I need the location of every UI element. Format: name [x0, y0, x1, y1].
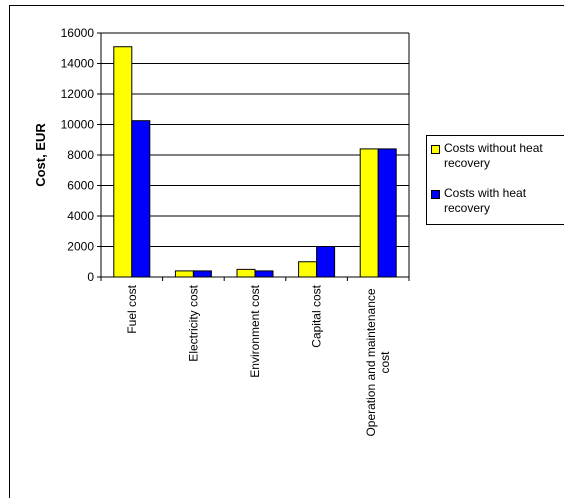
y-tick-label: 10000 — [61, 118, 95, 132]
x-tick-label: Capital cost — [310, 284, 324, 347]
y-tick-label: 16000 — [61, 26, 95, 40]
grid-lines — [101, 32, 409, 277]
y-axis-label: Cost, EUR — [33, 123, 48, 187]
bar-with-heat-recovery — [316, 246, 336, 278]
x-tick-label: Environment cost — [248, 284, 262, 377]
y-tick-label: 2000 — [67, 240, 94, 254]
bar-with-heat-recovery — [377, 148, 397, 278]
bar-without-heat-recovery — [298, 261, 318, 278]
bar-with-heat-recovery — [254, 270, 274, 278]
legend-swatch-yellow — [431, 145, 440, 154]
y-tick-label: 4000 — [67, 209, 94, 223]
y-tick-labels: 0 2000 4000 6000 8000 10000 12000 14000 16000 — [61, 26, 95, 284]
bar-without-heat-recovery — [236, 268, 256, 278]
x-tick-label: Electricity cost — [186, 284, 200, 361]
x-tick-label: Fuel cost — [125, 284, 139, 333]
y-tick-label: 14000 — [61, 57, 95, 71]
bar-with-heat-recovery — [192, 270, 212, 278]
y-tick-label: 0 — [87, 270, 94, 284]
bar-with-heat-recovery — [131, 120, 151, 278]
legend: Costs without heat recovery Costs with h… — [426, 135, 564, 225]
bar-without-heat-recovery — [359, 148, 379, 278]
axes — [97, 32, 410, 281]
y-tick-label: 6000 — [67, 179, 94, 193]
x-tick-labels: Fuel cost Electricity cost Environment cos… — [125, 284, 392, 436]
legend-label: Costs with heat recovery — [444, 186, 527, 215]
x-tick-label: Operation and maintenancecost — [364, 288, 392, 436]
bar-without-heat-recovery — [174, 270, 194, 278]
y-tick-label: 8000 — [67, 148, 94, 162]
y-tick-label: 12000 — [61, 87, 95, 101]
bar-without-heat-recovery — [113, 46, 133, 278]
legend-label: Costs without heat recovery — [444, 141, 543, 170]
legend-swatch-blue — [431, 190, 440, 199]
